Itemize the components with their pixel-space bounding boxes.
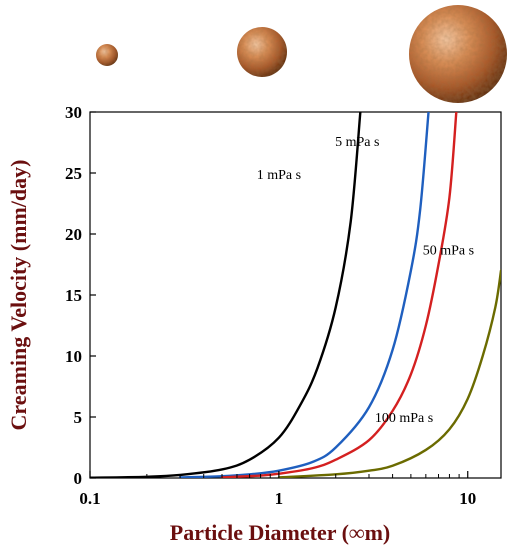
y-tick-label: 15: [65, 286, 82, 305]
droplet-illustrations: [96, 5, 507, 103]
y-tick-label: 25: [65, 164, 82, 183]
curves: [90, 112, 501, 478]
small-droplet-icon: [96, 44, 118, 66]
series-label-1: 5 mPa s: [335, 135, 379, 150]
medium-droplet-icon: [237, 27, 287, 77]
plot-frame: [89, 111, 502, 479]
axes: 0 5 10 15 20 25 30 0.1 1 10: [65, 103, 476, 508]
y-tick-label: 30: [65, 103, 82, 122]
series-line-1: [178, 112, 430, 478]
large-droplet-icon: [409, 5, 507, 103]
series-line-3: [277, 269, 501, 478]
series-label-2: 50 mPa s: [423, 244, 474, 259]
plot-area: [89, 111, 502, 479]
x-tick-label: 1: [275, 489, 284, 508]
x-tick-label: 0.1: [79, 489, 100, 508]
x-axis-title: Particle Diameter (∞m): [170, 520, 391, 545]
curve-labels: 1 mPa s 5 mPa s 50 mPa s 100 mPa s: [257, 135, 474, 426]
y-tick-label: 0: [74, 469, 83, 488]
series-label-0: 1 mPa s: [257, 168, 301, 183]
y-tick-label: 5: [74, 408, 83, 427]
x-tick-label: 10: [459, 489, 476, 508]
series-line-0: [90, 112, 362, 478]
y-tick-label: 10: [65, 347, 82, 366]
series-label-3: 100 mPa s: [375, 411, 433, 426]
y-axis-title: Creaming Velocity (mm/day): [6, 160, 31, 431]
y-tick-label: 20: [65, 225, 82, 244]
